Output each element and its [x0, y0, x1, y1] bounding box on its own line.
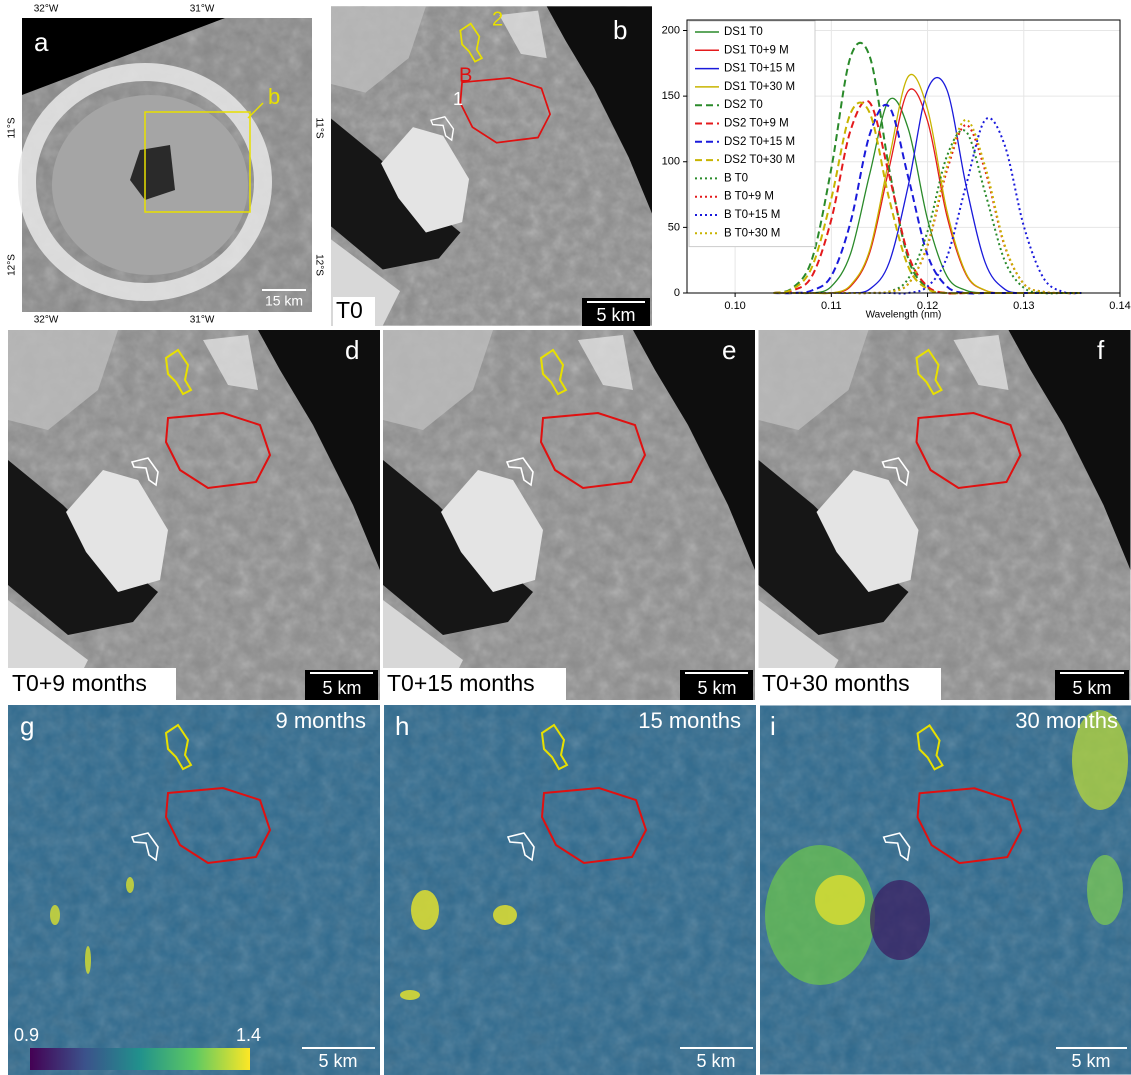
change-spot [50, 905, 60, 925]
legend-label: DS2 T0+15 M [724, 136, 795, 148]
panel-letter: b [613, 15, 627, 45]
legend-label: DS1 T0+15 M [724, 63, 795, 75]
legend-label: DS1 T0+30 M [724, 81, 795, 93]
change-spot [870, 880, 930, 960]
inset-label: b [268, 84, 280, 109]
interval-label: 9 months [276, 708, 367, 733]
lon-label: 32°W [34, 315, 59, 326]
image [759, 330, 1131, 700]
change-spot [411, 890, 439, 930]
y-tick-label: 150 [662, 90, 680, 102]
panel-b: b 1 2 B T0 5 km [331, 6, 652, 326]
scale-label: 5 km [1071, 1051, 1110, 1071]
panel-letter: a [34, 27, 49, 57]
colorbar-max: 1.4 [236, 1025, 261, 1045]
interval-label: 15 months [638, 708, 741, 733]
time-label: T0+15 months [387, 670, 535, 696]
lat-label: 11°S [313, 117, 324, 138]
lon-label: 31°W [190, 315, 215, 326]
panel-letter: g [20, 711, 34, 741]
legend-label: B T0+9 M [724, 191, 774, 203]
scale-label: 5 km [1072, 678, 1111, 698]
y-tick-label: 200 [662, 24, 680, 36]
scale-label: 5 km [596, 305, 635, 325]
lat-label: 12°S [7, 254, 18, 276]
region-label: B [459, 64, 472, 86]
y-tick-label: 100 [662, 156, 680, 168]
image [8, 330, 380, 700]
lat-label: 11°S [7, 117, 18, 138]
site-label: 2 [492, 8, 503, 30]
panel-c: c 0501001502000.100.110.120.130.14Wavele… [662, 15, 1131, 321]
legend-label: B T0+15 M [724, 209, 780, 221]
page: b a 15 km 32°W 31°W 32°W 31°W 11°S 12°S … [0, 0, 1131, 1075]
scale-label: 5 km [322, 678, 361, 698]
colorbar [30, 1048, 250, 1070]
change-spot [1087, 855, 1123, 925]
scale-label: 15 km [265, 293, 303, 309]
change-spot [493, 905, 517, 925]
lon-label: 31°W [190, 4, 215, 15]
change-spot [400, 990, 420, 1000]
time-label: T0+9 months [12, 670, 147, 696]
panel-d: d T0+9 months 5 km [8, 330, 380, 700]
time-label: T0+30 months [762, 670, 910, 696]
panel-letter: i [770, 711, 776, 741]
x-tick-label: 0.14 [1109, 300, 1130, 312]
panel-letter: e [722, 335, 736, 365]
site-label: 1 [453, 89, 463, 109]
panel-h: h 15 months 5 km [384, 705, 756, 1075]
lat-label: 12°S [313, 254, 324, 276]
change-spot [815, 875, 865, 925]
time-label: T0 [336, 297, 363, 323]
legend-label: DS1 T0+9 M [724, 44, 789, 56]
change-spot [126, 877, 134, 893]
figure: b a 15 km 32°W 31°W 32°W 31°W 11°S 12°S … [0, 0, 1131, 1075]
panel-e: e T0+15 months 5 km [383, 330, 755, 700]
x-tick-label: 0.13 [1013, 300, 1034, 312]
panel-a: b a 15 km 32°W 31°W 32°W 31°W 11°S 12°S … [7, 4, 325, 326]
x-axis-label: Wavelength (nm) [866, 310, 942, 321]
panel-letter: h [395, 711, 409, 741]
lon-label: 32°W [34, 4, 59, 15]
x-tick-label: 0.10 [724, 300, 745, 312]
interval-label: 30 months [1015, 708, 1118, 733]
ratio-image [384, 705, 756, 1075]
panel-f: f T0+30 months 5 km [758, 330, 1131, 700]
image [331, 6, 652, 325]
legend-label: DS1 T0 [724, 26, 763, 38]
ratio-image [8, 705, 380, 1075]
x-tick-label: 0.11 [821, 300, 842, 312]
legend-label: B T0 [724, 172, 748, 184]
legend-label: DS2 T0+30 M [724, 154, 795, 166]
panel-letter: d [345, 335, 359, 365]
scale-label: 5 km [697, 678, 736, 698]
colorbar-min: 0.9 [14, 1025, 39, 1045]
scale-label: 5 km [318, 1051, 357, 1071]
change-spot [85, 946, 91, 974]
legend-label: DS2 T0 [724, 99, 763, 111]
panel-g: g 9 months 0.9 1.4 5 km [8, 705, 380, 1075]
panel-i: i 30 months 5 km [760, 705, 1131, 1074]
scale-label: 5 km [696, 1051, 735, 1071]
panel-letter: f [1097, 335, 1105, 365]
y-tick-label: 0 [674, 287, 680, 299]
legend-label: B T0+30 M [724, 227, 780, 239]
image [383, 330, 755, 700]
legend-label: DS2 T0+9 M [724, 118, 789, 130]
y-tick-label: 50 [668, 221, 680, 233]
